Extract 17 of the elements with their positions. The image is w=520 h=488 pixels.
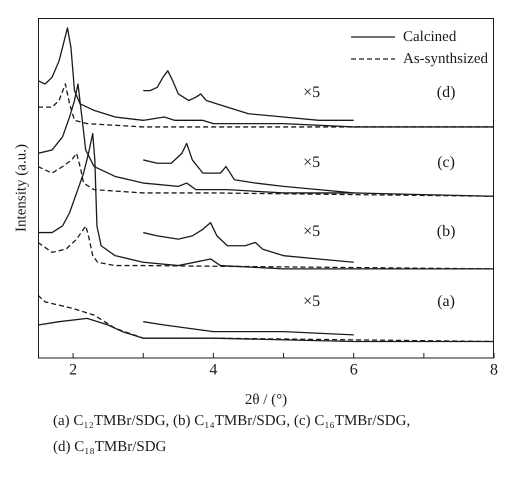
x-tick-label: 4 [209,361,218,378]
annotation: (b) [436,223,456,242]
x-axis-title: 2θ / (°) [244,392,288,408]
x-tick-label: 8 [490,361,498,378]
annotation: ×5 [303,292,320,311]
x-tick-label: 6 [350,361,358,378]
x-tick-label: 2 [69,361,78,378]
annotation: ×5 [303,84,320,102]
annotation: (c) [437,154,455,172]
annotation: (d) [436,84,456,102]
legend-label: As-synthsized [403,50,488,69]
y-axis-title: Intensity (a.u.) [14,144,30,232]
legend-label: Calcined [403,28,456,47]
annotation: ×5 [303,154,320,172]
text: (a) C₁₂TMBr/SDG, (b) C₁₄TMBr/SDG, (c) C₁₆TMBr/SDG, (d) C₁₈TMBr/SDG [53,412,412,457]
annotation: (a) [437,292,455,311]
annotation: ×5 [303,223,320,242]
